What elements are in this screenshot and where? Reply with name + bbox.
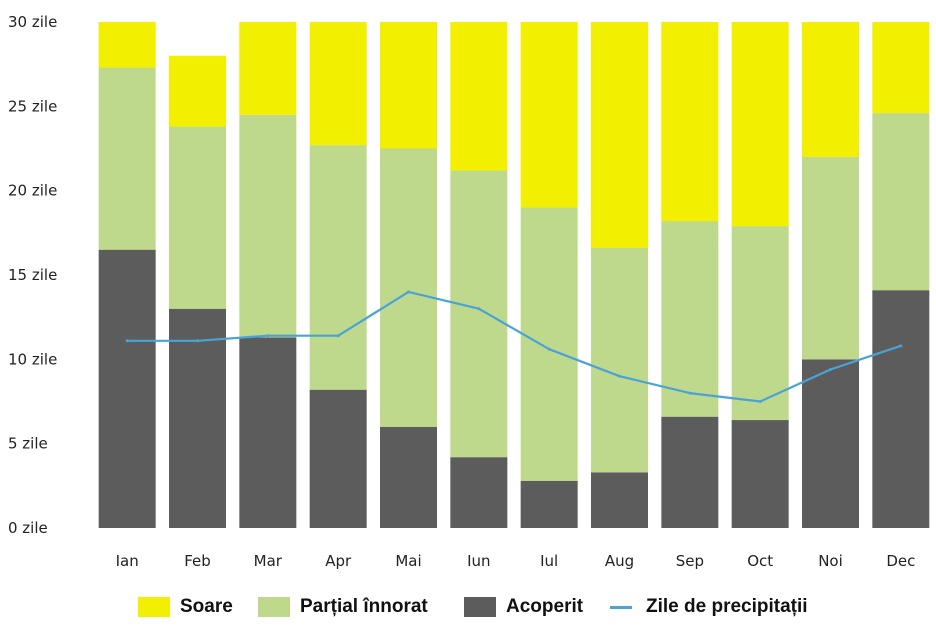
bar-acoperit xyxy=(872,290,930,528)
line-point xyxy=(477,307,481,311)
bar-partial-innorat xyxy=(450,170,508,458)
x-tick-label: Iun xyxy=(467,552,490,570)
legend-label-zile-de-precipitatii: Zile de precipitații xyxy=(646,596,808,617)
legend-swatch-soare xyxy=(138,597,170,617)
line-point xyxy=(547,347,551,351)
y-tick-label: 30 zile xyxy=(8,13,57,31)
y-tick-label: 0 zile xyxy=(8,519,48,537)
bar-acoperit xyxy=(591,472,648,528)
bar-soare xyxy=(380,22,437,149)
bar-partial-innorat xyxy=(239,114,297,338)
bar-partial-innorat xyxy=(380,148,437,427)
y-tick-label: 5 zile xyxy=(8,435,48,453)
y-tick-label: 15 zile xyxy=(8,266,57,284)
bar-soare xyxy=(802,22,859,157)
line-point xyxy=(125,339,129,343)
line-point xyxy=(899,344,903,348)
bar-partial-innorat xyxy=(731,226,789,421)
bar-partial-innorat xyxy=(520,207,578,481)
x-tick-label: Ian xyxy=(116,552,139,570)
x-tick-label: Apr xyxy=(325,552,352,570)
bar-acoperit xyxy=(309,389,367,528)
line-point xyxy=(688,391,692,395)
bar-acoperit xyxy=(239,337,297,528)
x-tick-label: Mar xyxy=(254,552,283,570)
bar-acoperit xyxy=(98,249,156,528)
legend-label-partial-innorat: Parțial înnorat xyxy=(300,596,428,617)
y-tick-label: 25 zile xyxy=(8,97,57,115)
legend-label-soare: Soare xyxy=(180,596,233,617)
bar-soare xyxy=(872,22,930,114)
bar-partial-innorat xyxy=(872,113,930,291)
bar-acoperit xyxy=(520,480,578,528)
line-point xyxy=(196,339,199,343)
x-tick-label: Noi xyxy=(818,552,843,570)
x-tick-label: Iul xyxy=(540,552,558,570)
legend-label-acoperit: Acoperit xyxy=(506,596,584,617)
y-tick-label: 10 zile xyxy=(8,350,57,368)
x-tick-label: Feb xyxy=(184,552,211,570)
legend: Soare Parțial înnorat Acoperit Zile de p… xyxy=(0,592,936,622)
bar-acoperit xyxy=(380,426,437,528)
bar-soare xyxy=(591,22,648,249)
line-point xyxy=(829,367,832,371)
bar-soare xyxy=(450,22,508,171)
bar-soare xyxy=(520,22,578,208)
legend-item-acoperit: Acoperit xyxy=(464,592,583,622)
legend-swatch-acoperit xyxy=(464,597,496,617)
x-tick-label: Dec xyxy=(886,552,915,570)
y-tick-label: 20 zile xyxy=(8,182,57,200)
x-tick-label: Mai xyxy=(395,552,421,570)
bar-partial-innorat xyxy=(802,156,859,360)
bar-acoperit xyxy=(661,416,719,528)
bar-partial-innorat xyxy=(98,67,156,250)
legend-item-zile-de-precipitatii: Zile de precipitații xyxy=(610,592,808,622)
bar-soare xyxy=(731,22,789,227)
bar-acoperit xyxy=(802,359,859,528)
bar-soare xyxy=(98,22,156,68)
legend-item-soare: Soare xyxy=(138,592,233,622)
bar-partial-innorat xyxy=(591,248,648,473)
bar-partial-innorat xyxy=(309,145,367,390)
legend-swatch-partial-innorat xyxy=(258,597,290,617)
line-point xyxy=(266,334,270,338)
legend-swatch-precipitatii xyxy=(610,605,632,609)
x-tick-label: Oct xyxy=(747,552,773,570)
bar-partial-innorat xyxy=(661,221,719,417)
stacked-bar-chart: 0 zile 5 zile 10 zile 15 zile 20 zile 25 zile… xyxy=(8,13,930,570)
bar-soare xyxy=(661,22,719,222)
legend-item-partial-innorat: Parțial înnorat xyxy=(258,592,428,622)
bar-soare xyxy=(169,55,226,127)
line-point xyxy=(618,374,621,378)
line-point xyxy=(407,290,410,294)
bar-acoperit xyxy=(169,308,226,528)
line-point xyxy=(336,334,340,338)
bar-soare xyxy=(309,22,367,146)
series-line-zile-de-precipitatii xyxy=(127,290,902,403)
x-tick-label: Sep xyxy=(676,552,704,570)
bar-acoperit xyxy=(450,457,508,528)
line-point xyxy=(758,400,762,403)
x-tick-label: Aug xyxy=(605,552,634,570)
bar-acoperit xyxy=(731,420,789,528)
bar-partial-innorat xyxy=(169,126,226,309)
bar-soare xyxy=(239,22,297,115)
